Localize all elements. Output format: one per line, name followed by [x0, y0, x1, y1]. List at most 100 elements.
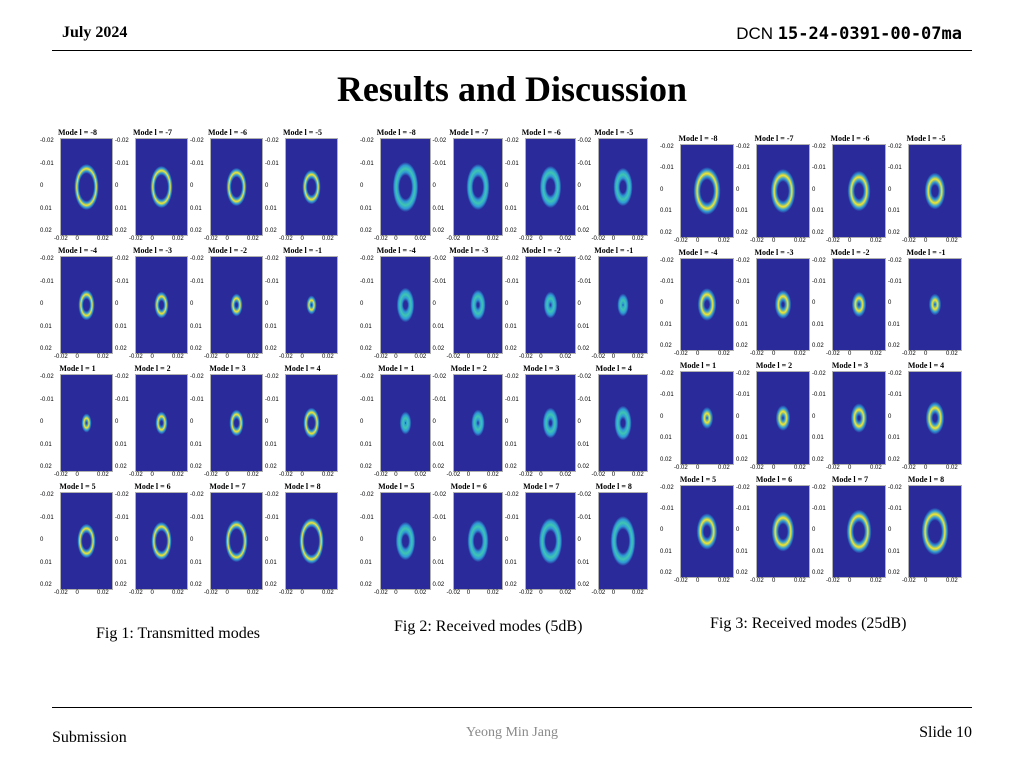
mode-label: Mode l = -3: [133, 246, 172, 255]
y-tick-label: 0: [190, 301, 194, 307]
x-tick-label: 0.02: [559, 236, 572, 242]
x-tick-label: -0.02: [374, 354, 388, 360]
mode-intensity-image: [756, 257, 810, 351]
y-tick-label: 0.01: [190, 559, 202, 566]
x-tick-label: -0.02: [750, 578, 764, 584]
mode-plot: Mode l = -6 -0.02 -0.01 0 0.01 0.02 -0.02 0 0.02: [190, 128, 265, 246]
mode-intensity-image: [525, 256, 576, 354]
x-tick-label: 0: [772, 578, 776, 584]
y-tick-label: -0.01: [812, 165, 826, 172]
x-tick-label: -0.02: [519, 354, 533, 360]
y-tick-label: -0.01: [812, 278, 826, 285]
y-tick-label: 0.01: [888, 321, 900, 328]
y-tick-label: -0.01: [432, 160, 447, 167]
y-tick-label: 0.01: [812, 548, 824, 555]
y-tick-label: -0.02: [812, 257, 826, 264]
y-tick-label: 0: [190, 419, 194, 425]
y-tick-label: -0.02: [660, 144, 674, 150]
y-tick-label: 0.01: [360, 441, 372, 448]
mode-intensity-image: [452, 138, 503, 236]
x-tick-label: 0.02: [97, 590, 109, 596]
mode-plot: Mode l = -4 -0.02 -0.01 0 0.01 0.02 -0.02 0 0.02: [40, 246, 115, 364]
mode-intensity-image: [908, 371, 962, 465]
mode-label: Mode l = -5: [906, 134, 946, 143]
mode-plot: Mode l = 6 -0.02 -0.01 0 0.01 0.02 -0.02 0 0.02: [736, 475, 812, 589]
y-tick-label: 0.01: [577, 441, 590, 448]
x-tick-label: -0.02: [826, 464, 840, 471]
mode-label: Mode l = 2: [134, 364, 171, 373]
y-tick-label: 0.01: [812, 435, 824, 442]
mode-label: Mode l = 8: [284, 482, 321, 491]
x-tick-label: 0.02: [718, 351, 730, 357]
y-tick-label: 0: [736, 527, 740, 534]
mode-plot: Mode l = 5 -0.02 -0.01 0 0.01 0.02 -0.02 0 0.02: [660, 475, 736, 589]
x-tick-label: 0.02: [794, 578, 806, 584]
x-tick-label: 0.02: [322, 472, 334, 478]
y-tick-label: -0.02: [190, 374, 204, 380]
y-tick-label: 0.02: [660, 456, 672, 463]
y-tick-label: 0.01: [190, 323, 202, 330]
mode-plot: Mode l = 1 -0.02 -0.01 0 0.01 0.02 -0.02 0 0.02: [360, 364, 433, 482]
y-tick-label: -0.01: [190, 514, 204, 521]
x-tick-label: 0: [300, 354, 304, 360]
mode-plot: Mode l = 5 -0.02 -0.01 0 0.01 0.02 -0.02 0 0.02: [360, 482, 433, 600]
y-tick-label: 0.01: [660, 435, 672, 442]
caption-fig2: Fig 2: Received modes (5dB): [394, 618, 583, 635]
x-tick-label: 0.02: [870, 578, 882, 584]
x-tick-label: 0.02: [559, 590, 572, 596]
x-tick-label: 0.02: [870, 237, 882, 244]
y-tick-label: -0.01: [40, 514, 54, 521]
mode-label: Mode l = -5: [594, 128, 634, 137]
x-tick-label: 0: [924, 464, 928, 471]
x-tick-label: 0.02: [632, 472, 644, 478]
y-tick-label: 0: [660, 186, 664, 193]
y-tick-label: 0.01: [505, 323, 517, 330]
x-tick-label: 0: [300, 590, 304, 596]
y-tick-label: 0.02: [190, 464, 202, 470]
y-tick-label: -0.01: [736, 392, 750, 399]
x-tick-label: 0: [75, 590, 79, 596]
y-tick-label: 0.01: [736, 548, 748, 555]
x-tick-label: -0.02: [519, 590, 533, 596]
mode-plot: Mode l = -5 -0.02 -0.01 0 0.01 0.02 -0.02 0 0.02: [578, 128, 651, 246]
y-tick-label: 0: [736, 413, 740, 420]
x-tick-label: 0.02: [247, 472, 259, 478]
mode-label: Mode l = 1: [679, 361, 717, 370]
x-tick-label: 0.02: [487, 236, 499, 242]
mode-intensity-image: [597, 374, 648, 472]
mode-plot: Mode l = 8 -0.02 -0.01 0 0.01 0.02 -0.02 0 0.02: [265, 482, 340, 600]
y-tick-label: -0.01: [660, 278, 674, 285]
y-tick-label: -0.01: [577, 514, 592, 521]
mode-label: Mode l = -5: [283, 128, 322, 137]
mode-label: Mode l = -8: [678, 134, 718, 143]
x-tick-label: 0: [696, 578, 700, 584]
y-tick-label: -0.02: [360, 256, 374, 262]
y-tick-label: -0.01: [360, 278, 374, 285]
x-tick-label: 0: [772, 464, 776, 471]
x-tick-label: 0.02: [946, 464, 958, 471]
x-tick-label: 0.02: [946, 351, 958, 357]
x-tick-label: 0.02: [414, 354, 427, 360]
x-tick-label: 0: [611, 354, 616, 360]
y-tick-label: -0.01: [505, 278, 519, 285]
x-tick-label: -0.02: [750, 237, 764, 244]
y-tick-label: 0: [265, 419, 269, 425]
x-tick-label: 0.02: [794, 237, 806, 244]
y-tick-label: 0: [660, 413, 664, 420]
y-tick-label: 0: [812, 413, 816, 420]
mode-plot: Mode l = -2 -0.02 -0.01 0 0.01 0.02 -0.02 0 0.02: [190, 246, 265, 364]
mode-plot: Mode l = -2 -0.02 -0.01 0 0.01 0.02 -0.02 0 0.02: [505, 246, 578, 364]
y-tick-label: 0.01: [577, 323, 590, 330]
y-tick-label: -0.01: [577, 278, 592, 285]
header-doc-id: DCN 15-24-0391-00-07ma: [736, 24, 962, 44]
y-tick-label: -0.02: [190, 138, 204, 144]
y-tick-label: 0.02: [736, 570, 748, 576]
y-tick-label: -0.02: [190, 256, 204, 262]
mode-intensity-image: [756, 144, 810, 238]
y-tick-label: 0.01: [265, 205, 277, 212]
y-tick-label: 0: [360, 419, 364, 425]
x-tick-label: 0.02: [322, 354, 334, 360]
y-tick-label: 0.01: [265, 559, 277, 566]
y-tick-label: 0.01: [40, 441, 52, 448]
mode-label: Mode l = -3: [754, 247, 794, 257]
